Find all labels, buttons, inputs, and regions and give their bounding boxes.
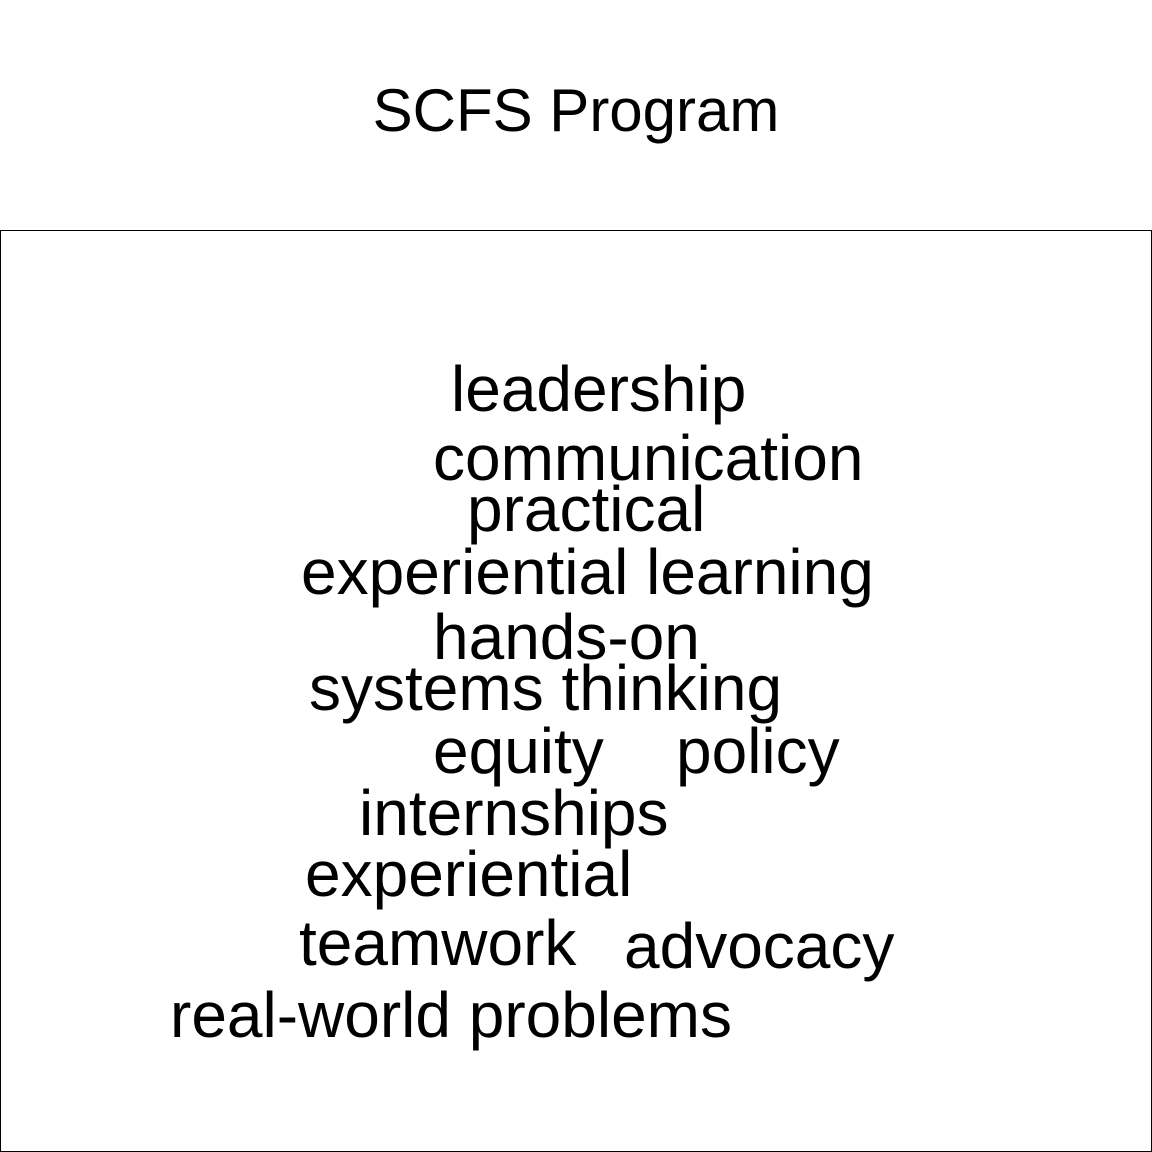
word-teamwork: teamwork bbox=[299, 907, 577, 979]
page-title: SCFS Program bbox=[372, 77, 780, 144]
word-internships: internships bbox=[359, 777, 669, 849]
word-communication: communication bbox=[433, 422, 864, 494]
word-hands-on: hands-on bbox=[433, 601, 700, 673]
word-real-world-problems: real-world problems bbox=[170, 979, 732, 1051]
word-policy: policy bbox=[676, 715, 840, 787]
word-equity: equity bbox=[433, 715, 604, 787]
word-experiential-learning: experiential learning bbox=[301, 536, 874, 608]
word-leadership: leadership bbox=[451, 353, 747, 425]
word-experiential: experiential bbox=[305, 838, 633, 910]
word-systems-thinking: systems thinking bbox=[309, 652, 783, 724]
word-advocacy: advocacy bbox=[624, 910, 895, 982]
word-practical: practical bbox=[467, 473, 706, 545]
